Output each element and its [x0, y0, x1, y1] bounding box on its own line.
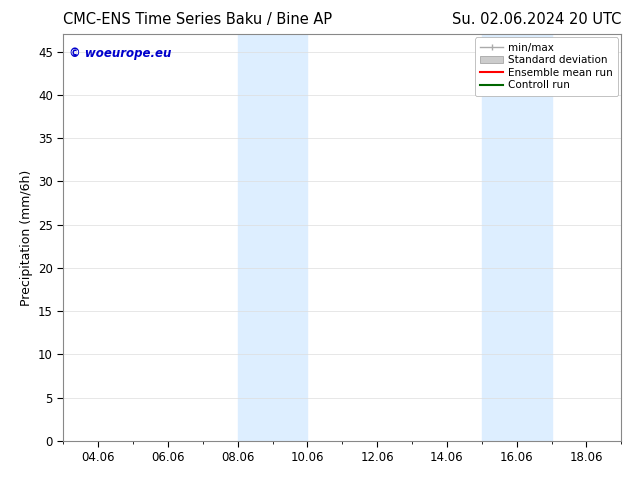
Bar	[482, 34, 552, 441]
Text: © woeurope.eu: © woeurope.eu	[69, 47, 171, 59]
Text: CMC-ENS Time Series Baku / Bine AP: CMC-ENS Time Series Baku / Bine AP	[63, 12, 332, 27]
Legend: min/max, Standard deviation, Ensemble mean run, Controll run: min/max, Standard deviation, Ensemble me…	[475, 37, 618, 96]
Text: Su. 02.06.2024 20 UTC: Su. 02.06.2024 20 UTC	[452, 12, 621, 27]
Bar	[238, 34, 307, 441]
Y-axis label: Precipitation (mm/6h): Precipitation (mm/6h)	[20, 170, 32, 306]
